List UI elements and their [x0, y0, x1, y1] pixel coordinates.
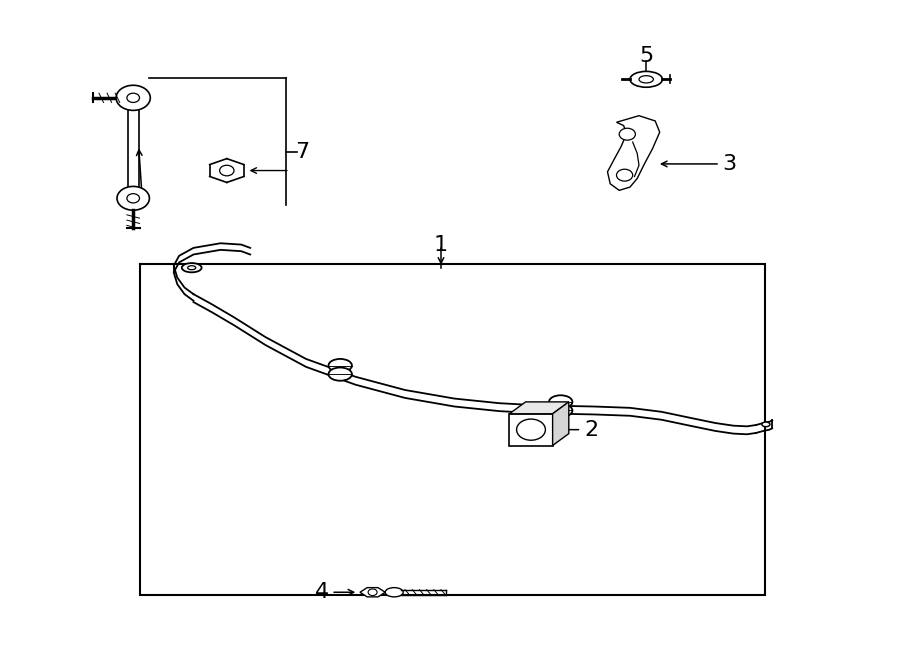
Text: 3: 3 [722, 154, 736, 174]
Ellipse shape [328, 359, 352, 372]
Ellipse shape [549, 404, 572, 417]
Text: 6: 6 [126, 194, 140, 214]
Circle shape [619, 128, 635, 140]
Text: 2: 2 [584, 420, 598, 440]
Ellipse shape [761, 422, 770, 427]
Polygon shape [509, 402, 569, 414]
Bar [140, 264, 765, 595]
Circle shape [517, 419, 545, 440]
Text: 7: 7 [295, 142, 310, 162]
Circle shape [117, 186, 149, 210]
Bar [509, 414, 553, 446]
Ellipse shape [385, 588, 403, 597]
Circle shape [616, 169, 633, 181]
Ellipse shape [328, 368, 352, 381]
Ellipse shape [549, 395, 572, 408]
Polygon shape [608, 116, 660, 190]
Polygon shape [553, 402, 569, 446]
Ellipse shape [182, 263, 202, 272]
Ellipse shape [639, 75, 653, 83]
Polygon shape [360, 588, 385, 597]
Text: 4: 4 [315, 582, 329, 602]
Circle shape [116, 85, 150, 110]
Ellipse shape [630, 71, 662, 87]
Text: 5: 5 [639, 46, 653, 65]
Text: 1: 1 [434, 235, 448, 254]
